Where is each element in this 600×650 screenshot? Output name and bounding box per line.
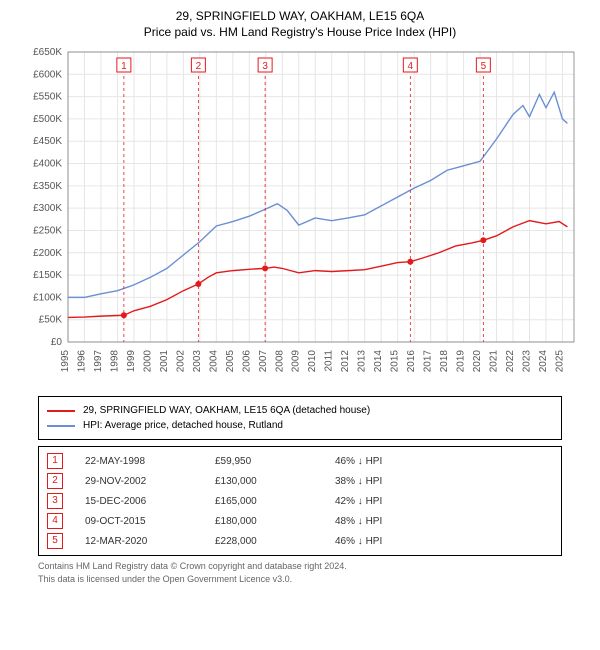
svg-text:2000: 2000 [142, 350, 153, 373]
legend-swatch [47, 410, 75, 412]
svg-text:1999: 1999 [126, 350, 137, 373]
svg-text:2025: 2025 [554, 350, 565, 373]
svg-text:£450K: £450K [33, 137, 62, 148]
svg-text:1997: 1997 [93, 350, 104, 373]
series-line [68, 221, 567, 318]
sale-number-box: 2 [47, 473, 63, 489]
svg-text:£600K: £600K [33, 70, 62, 81]
svg-text:2003: 2003 [192, 350, 203, 373]
chart-container: 29, SPRINGFIELD WAY, OAKHAM, LE15 6QA Pr… [0, 0, 600, 589]
svg-text:2021: 2021 [489, 350, 500, 373]
sale-hpi-diff: 48% ↓ HPI [333, 511, 555, 531]
svg-text:2005: 2005 [225, 350, 236, 373]
chart-title: 29, SPRINGFIELD WAY, OAKHAM, LE15 6QA Pr… [8, 8, 592, 40]
svg-text:4: 4 [408, 61, 414, 72]
table-row: 2 29-NOV-2002£130,00038% ↓ HPI [45, 471, 555, 491]
legend-label: HPI: Average price, detached house, Rutl… [83, 418, 283, 433]
svg-text:5: 5 [481, 61, 487, 72]
legend-label: 29, SPRINGFIELD WAY, OAKHAM, LE15 6QA (d… [83, 403, 370, 418]
svg-text:2006: 2006 [241, 350, 252, 373]
svg-text:1995: 1995 [60, 350, 71, 373]
sale-marker-dot [121, 313, 127, 319]
svg-text:2017: 2017 [423, 350, 434, 373]
svg-text:£250K: £250K [33, 226, 62, 237]
svg-text:2012: 2012 [340, 350, 351, 373]
svg-text:£500K: £500K [33, 114, 62, 125]
svg-text:2019: 2019 [456, 350, 467, 373]
title-line-1: 29, SPRINGFIELD WAY, OAKHAM, LE15 6QA [8, 8, 592, 24]
legend-swatch [47, 425, 75, 427]
svg-text:2007: 2007 [258, 350, 269, 373]
svg-text:2001: 2001 [159, 350, 170, 373]
footer-line-2: This data is licensed under the Open Gov… [38, 573, 562, 585]
sale-price: £180,000 [213, 511, 333, 531]
svg-text:£400K: £400K [33, 159, 62, 170]
table-row: 3 15-DEC-2006£165,00042% ↓ HPI [45, 491, 555, 511]
sale-number-box: 1 [47, 453, 63, 469]
sale-date: 29-NOV-2002 [83, 471, 213, 491]
footer-line-1: Contains HM Land Registry data © Crown c… [38, 560, 562, 572]
svg-text:1998: 1998 [109, 350, 120, 373]
sale-marker-dot [407, 259, 413, 265]
svg-text:£650K: £650K [33, 47, 62, 58]
sale-date: 12-MAR-2020 [83, 531, 213, 551]
svg-text:2016: 2016 [406, 350, 417, 373]
svg-text:1: 1 [121, 61, 127, 72]
sale-number-box: 3 [47, 493, 63, 509]
svg-text:2004: 2004 [208, 350, 219, 373]
table-row: 1 22-MAY-1998£59,95046% ↓ HPI [45, 451, 555, 471]
sale-price: £59,950 [213, 451, 333, 471]
svg-text:2018: 2018 [439, 350, 450, 373]
svg-text:2008: 2008 [274, 350, 285, 373]
sale-hpi-diff: 42% ↓ HPI [333, 491, 555, 511]
svg-text:2013: 2013 [357, 350, 368, 373]
svg-text:2023: 2023 [521, 350, 532, 373]
footer-attribution: Contains HM Land Registry data © Crown c… [38, 560, 562, 584]
table-row: 5 12-MAR-2020£228,00046% ↓ HPI [45, 531, 555, 551]
svg-text:1996: 1996 [76, 350, 87, 373]
title-line-2: Price paid vs. HM Land Registry's House … [8, 24, 592, 40]
svg-text:2009: 2009 [291, 350, 302, 373]
sale-date: 09-OCT-2015 [83, 511, 213, 531]
svg-text:2022: 2022 [505, 350, 516, 373]
legend-row: 29, SPRINGFIELD WAY, OAKHAM, LE15 6QA (d… [47, 403, 553, 418]
sale-hpi-diff: 46% ↓ HPI [333, 531, 555, 551]
svg-text:2011: 2011 [324, 350, 335, 372]
legend: 29, SPRINGFIELD WAY, OAKHAM, LE15 6QA (d… [38, 396, 562, 440]
sale-date: 22-MAY-1998 [83, 451, 213, 471]
svg-text:£150K: £150K [33, 270, 62, 281]
plot-svg: £0 £50K £100K £150K £200K £250K £300K £350K £400… [20, 46, 580, 386]
table-row: 4 09-OCT-2015£180,00048% ↓ HPI [45, 511, 555, 531]
sale-hpi-diff: 46% ↓ HPI [333, 451, 555, 471]
svg-text:£0: £0 [51, 337, 63, 348]
svg-text:2014: 2014 [373, 350, 384, 373]
svg-text:£50K: £50K [39, 315, 63, 326]
svg-text:3: 3 [262, 61, 268, 72]
sale-hpi-diff: 38% ↓ HPI [333, 471, 555, 491]
sale-date: 15-DEC-2006 [83, 491, 213, 511]
series-line [68, 93, 567, 298]
sale-price: £165,000 [213, 491, 333, 511]
svg-text:2: 2 [196, 61, 202, 72]
sale-marker-dot [262, 266, 268, 272]
legend-row: HPI: Average price, detached house, Rutl… [47, 418, 553, 433]
plot-area: £0 £50K £100K £150K £200K £250K £300K £350K £400… [20, 46, 580, 386]
sale-price: £228,000 [213, 531, 333, 551]
sale-price: £130,000 [213, 471, 333, 491]
sale-marker-dot [480, 238, 486, 244]
sale-marker-dot [195, 281, 201, 287]
svg-text:2024: 2024 [538, 350, 549, 373]
svg-text:2020: 2020 [472, 350, 483, 373]
svg-text:£300K: £300K [33, 204, 62, 215]
svg-text:£550K: £550K [33, 92, 62, 103]
svg-text:£100K: £100K [33, 293, 62, 304]
svg-text:£200K: £200K [33, 248, 62, 259]
sale-number-box: 5 [47, 533, 63, 549]
svg-text:2015: 2015 [390, 350, 401, 373]
sales-table: 122-MAY-1998£59,95046% ↓ HPI229-NOV-2002… [38, 446, 562, 556]
sale-number-box: 4 [47, 513, 63, 529]
svg-text:£350K: £350K [33, 181, 62, 192]
svg-text:2010: 2010 [307, 350, 318, 373]
svg-text:2002: 2002 [175, 350, 186, 373]
